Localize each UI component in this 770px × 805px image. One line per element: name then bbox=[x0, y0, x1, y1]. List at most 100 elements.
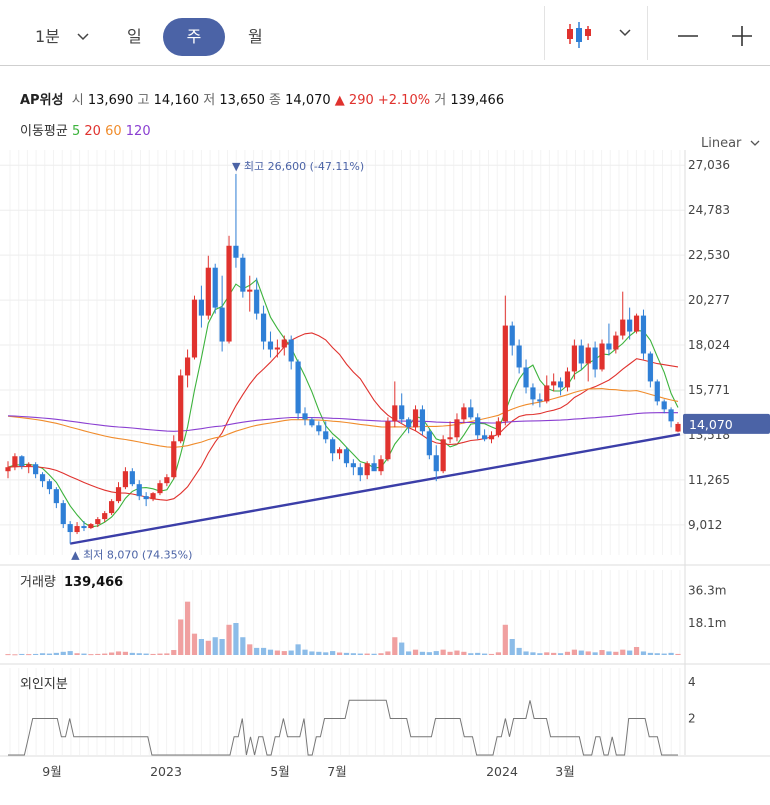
candle-body bbox=[640, 315, 647, 354]
volume-bar bbox=[343, 652, 350, 655]
volume-bar bbox=[364, 653, 370, 655]
tab-week[interactable]: 주 bbox=[163, 18, 225, 56]
candle-body bbox=[571, 345, 577, 372]
volume-bar bbox=[516, 647, 522, 655]
ma-line-120 bbox=[7, 412, 678, 432]
candle-body bbox=[578, 345, 584, 364]
price-tick: 22,530 bbox=[688, 248, 730, 262]
interval-select[interactable]: 1분 bbox=[35, 23, 60, 47]
ma-legend: 이동평균 5 20 60 120 bbox=[20, 120, 151, 139]
scale-select[interactable]: Linear bbox=[701, 136, 760, 151]
candle-body bbox=[557, 381, 564, 388]
quote-summary: AP위성 시 13,690 고 14,160 저 13,650 종 14,070… bbox=[20, 89, 504, 108]
volume-bar bbox=[475, 652, 481, 655]
ma-line-20 bbox=[7, 332, 679, 501]
candle-body bbox=[157, 483, 163, 494]
volume-bar bbox=[260, 647, 267, 655]
candle-body bbox=[495, 421, 502, 436]
candle-body bbox=[461, 407, 467, 420]
zoom-in-icon[interactable] bbox=[731, 25, 753, 47]
candle-body bbox=[454, 419, 460, 438]
volume-bar bbox=[46, 653, 53, 655]
volume-bar bbox=[613, 651, 619, 655]
volume-bar bbox=[143, 653, 149, 655]
volume-bar bbox=[378, 653, 384, 655]
candle-body bbox=[323, 431, 329, 440]
candle-body bbox=[357, 467, 363, 476]
ma-legend-label: 이동평균 bbox=[20, 124, 68, 139]
candle-body bbox=[668, 409, 674, 422]
volume-bar bbox=[274, 650, 280, 655]
volume-bar bbox=[288, 650, 294, 655]
candle-body bbox=[88, 524, 94, 529]
candlestick-icon[interactable] bbox=[565, 20, 595, 50]
candle-body bbox=[212, 267, 218, 308]
volume-bar bbox=[419, 651, 426, 655]
candle-body bbox=[115, 487, 122, 502]
candle-body bbox=[53, 489, 59, 504]
high-marker: ▼ 최고 26,600 (-47.11%) bbox=[232, 160, 364, 173]
candle-body bbox=[198, 299, 205, 316]
volume-bar bbox=[219, 639, 225, 655]
candle-body bbox=[143, 496, 149, 500]
candle-body bbox=[406, 419, 412, 428]
candle-body bbox=[233, 245, 239, 258]
candle-body bbox=[364, 463, 370, 476]
ma-60[interactable]: 60 bbox=[105, 124, 122, 139]
volume-bar bbox=[447, 651, 453, 655]
trendline bbox=[69, 433, 681, 545]
foreign-ownership-line bbox=[8, 699, 678, 756]
candle-body bbox=[309, 419, 315, 426]
candle-body bbox=[19, 456, 25, 467]
time-label: 7월 bbox=[327, 764, 346, 779]
volume-bar bbox=[136, 653, 142, 655]
tab-month[interactable]: 월 bbox=[248, 27, 263, 46]
volume-bar bbox=[454, 650, 460, 655]
price-tick: 15,771 bbox=[688, 383, 730, 397]
volume-panel: 거래량 139,466 36.3m 18.1m bbox=[5, 575, 726, 656]
chevron-down-icon[interactable] bbox=[619, 29, 631, 37]
candle-body bbox=[350, 463, 356, 468]
close-label: 종 bbox=[269, 93, 281, 108]
volume-bar bbox=[19, 653, 25, 655]
chart-toolbar: 1분 일 주 월 bbox=[0, 0, 770, 66]
chevron-down-icon[interactable] bbox=[77, 33, 89, 41]
candle-body bbox=[184, 357, 191, 376]
low-label: 저 bbox=[203, 93, 216, 108]
candle-body bbox=[171, 441, 177, 478]
volume-bar bbox=[212, 637, 218, 655]
moving-averages bbox=[7, 278, 679, 528]
price-tick: 11,265 bbox=[688, 473, 730, 487]
volume-bar bbox=[633, 647, 640, 655]
chevron-down-icon bbox=[750, 140, 760, 146]
volume-label: 거 bbox=[434, 93, 447, 108]
candle-body bbox=[468, 407, 474, 418]
candle-body bbox=[164, 477, 170, 484]
volume-bar bbox=[426, 652, 432, 655]
zoom-out-icon[interactable] bbox=[677, 25, 699, 47]
price-tick: 20,277 bbox=[688, 293, 730, 307]
candle-body bbox=[537, 399, 543, 402]
volume-bar bbox=[191, 633, 198, 655]
open-label: 시 bbox=[71, 93, 84, 108]
volume-bar bbox=[502, 624, 508, 655]
volume-bar bbox=[67, 651, 73, 655]
tab-day[interactable]: 일 bbox=[127, 27, 142, 46]
candles bbox=[5, 173, 681, 544]
volume-value: 139,466 bbox=[450, 93, 505, 108]
volume-bar bbox=[399, 642, 405, 655]
volume-bar bbox=[295, 644, 301, 655]
volume-bar bbox=[115, 651, 122, 655]
volume-bar bbox=[385, 651, 391, 655]
volume-bar bbox=[654, 653, 660, 655]
ma-5[interactable]: 5 bbox=[71, 124, 81, 139]
candle-body bbox=[392, 405, 398, 422]
ma-120[interactable]: 120 bbox=[125, 124, 151, 139]
ma-20[interactable]: 20 bbox=[84, 124, 101, 139]
candle-body bbox=[254, 289, 260, 314]
candle-body bbox=[475, 417, 481, 436]
candle-body bbox=[343, 449, 350, 464]
volume-bar bbox=[5, 654, 11, 656]
volume-bar bbox=[39, 653, 46, 655]
